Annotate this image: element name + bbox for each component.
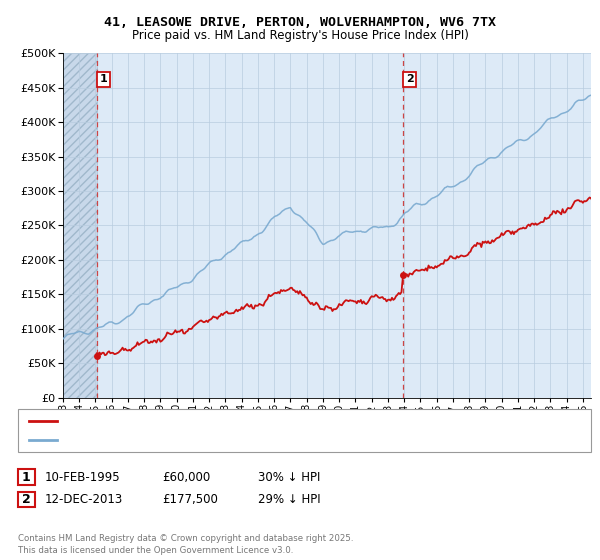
Text: 12-DEC-2013: 12-DEC-2013 [45, 493, 123, 506]
Text: £177,500: £177,500 [162, 493, 218, 506]
Text: 41, LEASOWE DRIVE, PERTON, WOLVERHAMPTON, WV6 7TX: 41, LEASOWE DRIVE, PERTON, WOLVERHAMPTON… [104, 16, 496, 29]
Text: Contains HM Land Registry data © Crown copyright and database right 2025.
This d: Contains HM Land Registry data © Crown c… [18, 534, 353, 555]
Text: HPI: Average price, detached house, South Staffordshire: HPI: Average price, detached house, Sout… [61, 435, 355, 445]
Text: £60,000: £60,000 [162, 470, 210, 484]
Text: 2: 2 [406, 74, 413, 85]
Bar [63, 53, 97, 398]
Text: 10-FEB-1995: 10-FEB-1995 [45, 470, 121, 484]
Text: Price paid vs. HM Land Registry's House Price Index (HPI): Price paid vs. HM Land Registry's House … [131, 29, 469, 43]
Text: 30% ↓ HPI: 30% ↓ HPI [258, 470, 320, 484]
Text: 1: 1 [100, 74, 107, 85]
Text: 29% ↓ HPI: 29% ↓ HPI [258, 493, 320, 506]
Text: 2: 2 [22, 493, 31, 506]
Text: 41, LEASOWE DRIVE, PERTON, WOLVERHAMPTON, WV6 7TX (detached house): 41, LEASOWE DRIVE, PERTON, WOLVERHAMPTON… [61, 416, 467, 426]
Text: 1: 1 [22, 470, 31, 484]
